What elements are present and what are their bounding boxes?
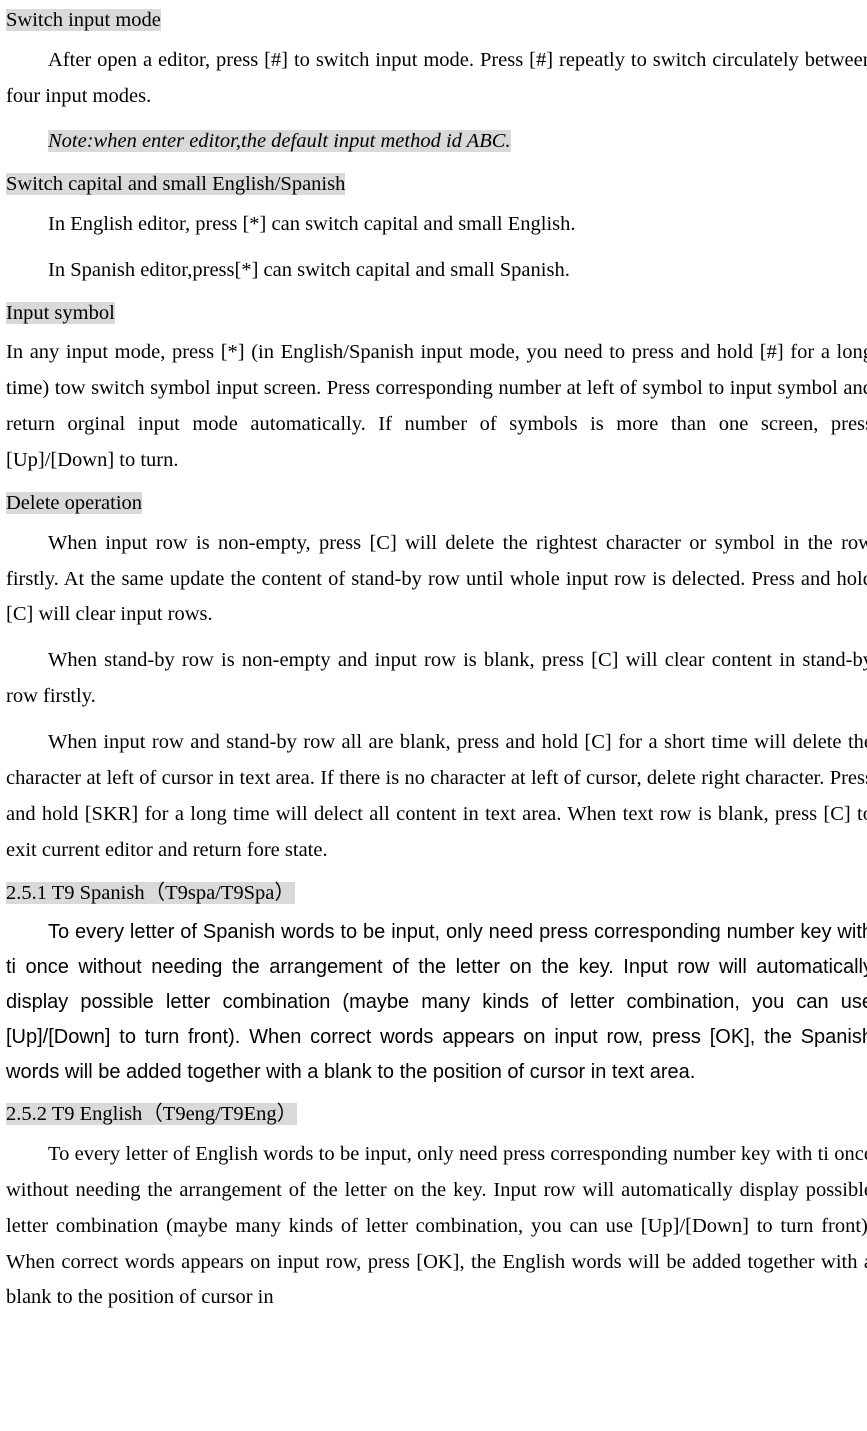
heading-text: Input symbol (6, 302, 115, 324)
heading-text: Switch input mode (6, 9, 161, 31)
paragraph: In English editor, press [*] can switch … (6, 207, 867, 243)
note-text: Note:when enter editor,the default input… (48, 130, 511, 152)
section-heading-t9-spanish: 2.5.1 T9 Spanish（T9spa/T9Spa） (6, 879, 867, 908)
section-heading-t9-english: 2.5.2 T9 English（T9eng/T9Eng） (6, 1100, 867, 1129)
paragraph: To every letter of English words to be i… (6, 1137, 867, 1316)
heading-text: Switch capital and small English/Spanish (6, 173, 345, 195)
section-heading-switch-capital: Switch capital and small English/Spanish (6, 170, 867, 199)
paragraph: After open a editor, press [#] to switch… (6, 43, 867, 115)
section-heading-input-symbol: Input symbol (6, 299, 867, 328)
paragraph: To every letter of Spanish words to be i… (6, 915, 867, 1090)
section-heading-switch-input-mode: Switch input mode (6, 6, 867, 35)
heading-text: Delete operation (6, 492, 142, 514)
heading-text: 2.5.1 T9 Spanish（T9spa/T9Spa） (6, 882, 295, 904)
paragraph: In any input mode, press [*] (in English… (6, 335, 867, 479)
paragraph: When input row and stand-by row all are … (6, 725, 867, 869)
paragraph: When stand-by row is non-empty and input… (6, 643, 867, 715)
paragraph: In Spanish editor,press[*] can switch ca… (6, 253, 867, 289)
section-heading-delete-operation: Delete operation (6, 489, 867, 518)
note-wrap: Note:when enter editor,the default input… (6, 124, 867, 160)
paragraph: When input row is non-empty, press [C] w… (6, 526, 867, 634)
heading-text: 2.5.2 T9 English（T9eng/T9Eng） (6, 1103, 297, 1125)
